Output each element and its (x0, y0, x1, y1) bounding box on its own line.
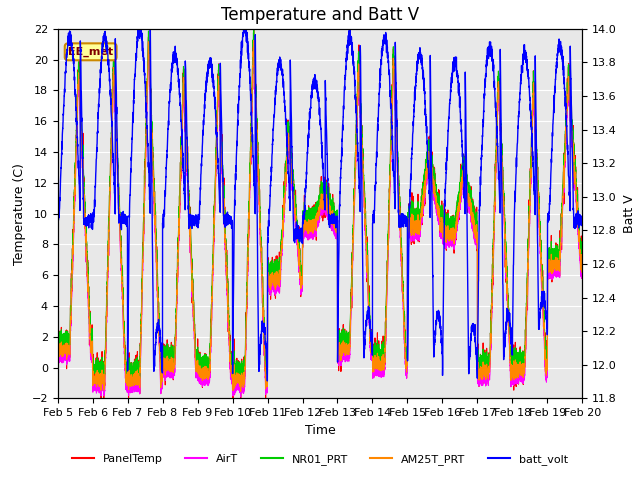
Y-axis label: Batt V: Batt V (623, 194, 636, 233)
Text: EE_met: EE_met (68, 47, 113, 57)
Y-axis label: Temperature (C): Temperature (C) (13, 163, 26, 264)
Title: Temperature and Batt V: Temperature and Batt V (221, 6, 419, 24)
Legend: PanelTemp, AirT, NR01_PRT, AM25T_PRT, batt_volt: PanelTemp, AirT, NR01_PRT, AM25T_PRT, ba… (68, 450, 572, 469)
X-axis label: Time: Time (305, 424, 335, 437)
